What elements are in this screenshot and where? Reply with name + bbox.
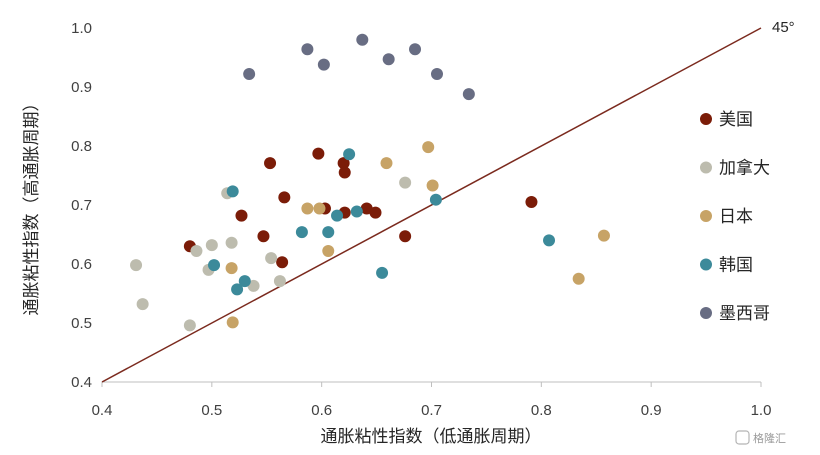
data-point bbox=[273, 275, 286, 288]
x-tick-label: 1.0 bbox=[751, 402, 772, 419]
data-point bbox=[399, 230, 412, 243]
x-tick-label: 0.7 bbox=[421, 402, 442, 419]
data-point bbox=[276, 256, 289, 269]
legend-label: 韩国 bbox=[719, 256, 753, 276]
y-tick-label: 0.4 bbox=[71, 374, 92, 391]
legend-marker bbox=[700, 258, 712, 271]
data-point bbox=[312, 147, 325, 160]
legend-label: 日本 bbox=[719, 207, 753, 227]
data-point bbox=[264, 157, 277, 170]
data-point bbox=[278, 191, 291, 204]
data-point bbox=[409, 43, 422, 56]
data-point bbox=[226, 316, 239, 329]
data-point bbox=[399, 176, 412, 189]
y-axis-ticks: 0.4 0.5 0.6 0.7 0.8 0.9 1.0 bbox=[71, 20, 92, 391]
y-tick-label: 0.8 bbox=[71, 138, 92, 155]
x-tick-label: 0.9 bbox=[641, 402, 662, 419]
data-point bbox=[525, 196, 538, 209]
legend-label: 墨西哥 bbox=[719, 304, 770, 324]
data-point bbox=[301, 43, 314, 56]
data-point bbox=[376, 266, 389, 279]
watermark-text: 格隆汇 bbox=[753, 431, 786, 445]
legend-marker bbox=[700, 210, 712, 222]
data-point bbox=[426, 179, 439, 192]
data-point bbox=[572, 272, 585, 285]
watermark: 格隆汇 bbox=[735, 430, 786, 445]
legend-marker bbox=[700, 113, 712, 125]
data-point bbox=[295, 226, 308, 239]
x-tick-label: 0.6 bbox=[311, 402, 332, 419]
data-point bbox=[190, 245, 203, 258]
data-point bbox=[543, 234, 556, 247]
data-point bbox=[382, 53, 395, 66]
data-point bbox=[597, 229, 610, 242]
y-tick-label: 0.7 bbox=[71, 197, 92, 214]
data-point bbox=[337, 157, 350, 170]
y-tick-label: 0.5 bbox=[71, 315, 92, 332]
data-point bbox=[243, 68, 256, 81]
legend-marker bbox=[700, 307, 712, 319]
x-tick-label: 0.5 bbox=[201, 402, 222, 419]
data-point bbox=[225, 262, 238, 275]
data-point bbox=[247, 279, 260, 292]
data-point bbox=[226, 185, 239, 198]
data-point bbox=[313, 202, 326, 215]
data-point bbox=[350, 205, 363, 218]
x-tick-label: 0.8 bbox=[531, 402, 552, 419]
data-point bbox=[380, 157, 393, 170]
y-tick-label: 1.0 bbox=[71, 20, 92, 37]
legend-marker bbox=[700, 161, 712, 174]
data-point bbox=[369, 206, 382, 219]
data-point bbox=[257, 230, 270, 243]
data-point bbox=[235, 209, 248, 222]
data-point bbox=[301, 202, 314, 215]
x-tick-label: 0.4 bbox=[92, 402, 113, 419]
watermark-icon bbox=[735, 430, 750, 445]
legend-label: 美国 bbox=[719, 110, 753, 130]
data-point bbox=[429, 193, 442, 206]
data-points bbox=[130, 33, 610, 332]
data-point bbox=[183, 319, 196, 332]
legend-label: 加拿大 bbox=[719, 158, 770, 179]
data-point bbox=[322, 245, 335, 258]
data-point bbox=[462, 88, 475, 101]
data-point bbox=[331, 209, 344, 222]
data-point bbox=[422, 141, 435, 154]
y-tick-label: 0.9 bbox=[71, 79, 92, 96]
data-point bbox=[265, 252, 278, 265]
reference-line-45 bbox=[101, 27, 762, 383]
data-point bbox=[225, 236, 238, 249]
data-point bbox=[356, 33, 369, 46]
data-point bbox=[322, 226, 335, 239]
data-point bbox=[238, 275, 251, 288]
data-point bbox=[136, 298, 149, 311]
data-point bbox=[317, 58, 330, 71]
data-point bbox=[338, 166, 351, 179]
x-axis-ticks: 0.4 0.5 0.6 0.7 0.8 0.9 1.0 bbox=[92, 382, 772, 419]
data-point bbox=[205, 239, 218, 252]
data-point bbox=[430, 68, 443, 81]
data-point bbox=[343, 148, 356, 161]
data-point bbox=[208, 259, 221, 272]
y-tick-label: 0.6 bbox=[71, 256, 92, 273]
data-point bbox=[130, 259, 143, 272]
reference-line-label: 45° bbox=[772, 19, 795, 36]
data-point bbox=[231, 283, 244, 296]
x-axis-title: 通胀粘性指数（低通胀周期） bbox=[321, 427, 542, 447]
y-axis-title: 通胀粘性指数（高通胀周期） bbox=[22, 95, 42, 316]
